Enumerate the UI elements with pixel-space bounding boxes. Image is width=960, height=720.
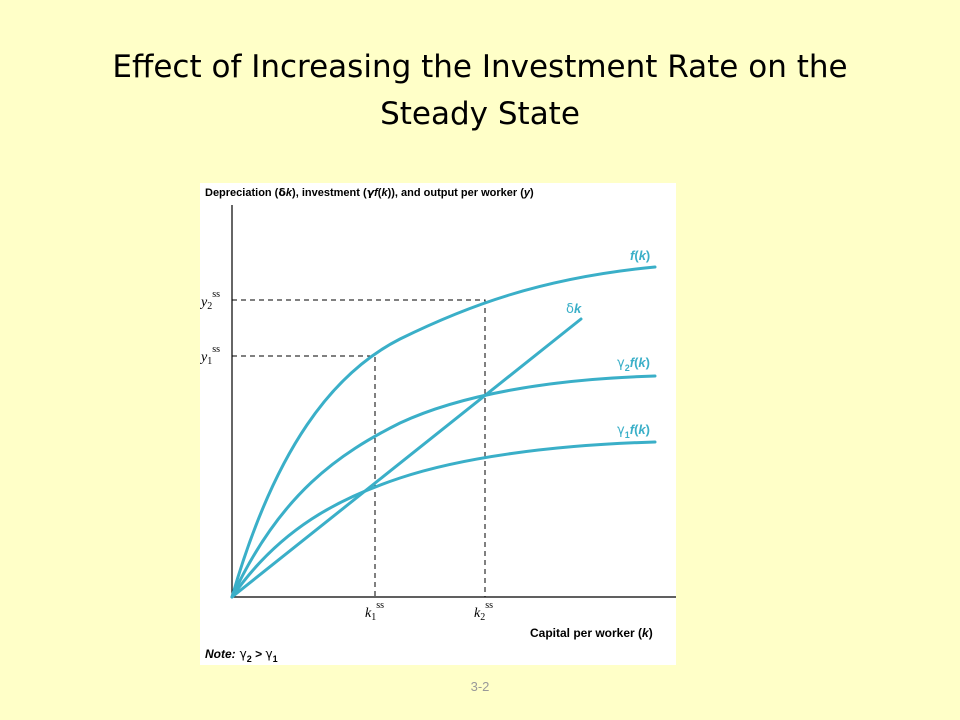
slide-title-line-2: Steady State [380, 95, 580, 132]
investment-curve-gamma1 [230, 440, 657, 599]
gamma1-fk-label: γ1f(k) [617, 422, 650, 440]
y1-steady-state-label: y1ss [200, 344, 220, 367]
k1-steady-state-guide [232, 355, 376, 597]
delta-k-label: δk [566, 301, 582, 317]
steady-state-diagram: Depreciation (δk), investment (γf(k)), a… [200, 186, 676, 664]
investment-curve-gamma2 [230, 374, 657, 599]
gamma2-fk-label: γ2f(k) [617, 355, 650, 373]
depreciation-line-delta-k [230, 317, 583, 599]
slide-number: 3-2 [470, 679, 490, 694]
x-axis-title: Capital per worker (k) [530, 626, 653, 640]
fk-label: f(k) [630, 248, 650, 263]
output-curve-fk [230, 265, 657, 599]
slide-title-line-1: Effect of Increasing the Investment Rate… [112, 49, 848, 85]
k1-steady-state-label: k1ss [365, 600, 384, 623]
diagram-figure: Depreciation (δk), investment (γf(k)), a… [200, 183, 676, 665]
note-text: Note: γ2 > γ1 [205, 647, 278, 664]
k2-steady-state-guide [232, 299, 486, 597]
k2-steady-state-label: k2ss [474, 600, 493, 623]
y2-steady-state-label: y2ss [200, 289, 220, 312]
y-axis-title: Depreciation (δk), investment (γf(k)), a… [205, 186, 534, 199]
slide-title: Effect of Increasing the Investment Rate… [60, 44, 900, 137]
